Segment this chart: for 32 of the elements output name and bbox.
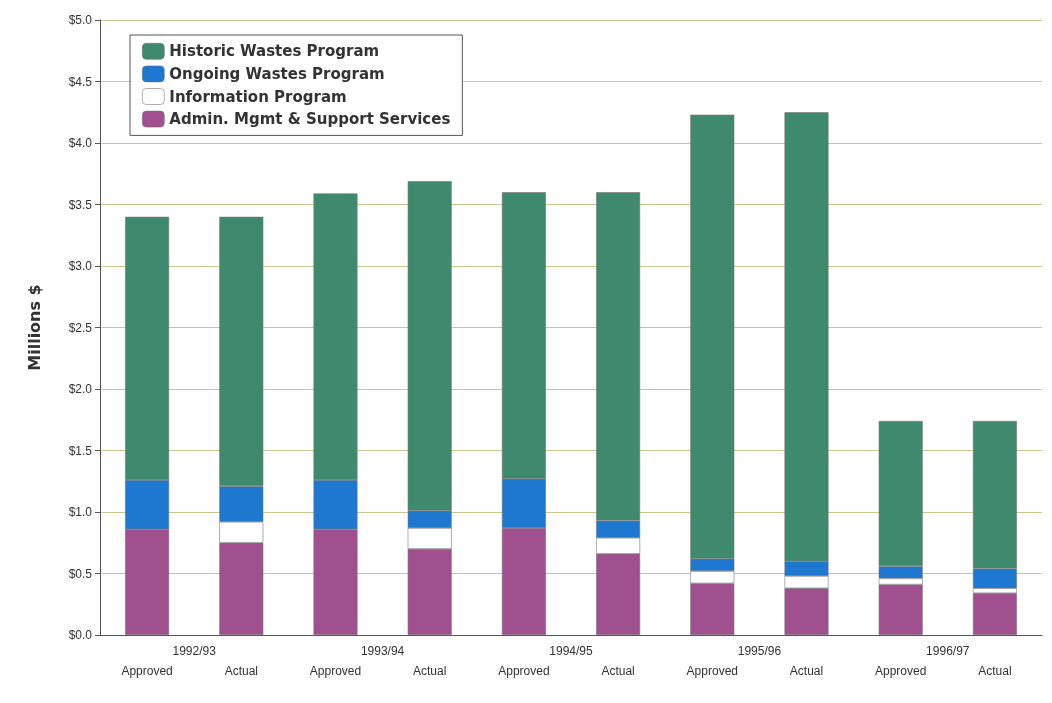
y-axis-title: Millions $ <box>24 284 44 371</box>
text: 1993/94 <box>360 644 405 658</box>
x-tick-label: Actual <box>601 664 635 678</box>
legend-label: Historic Wastes Program <box>169 42 380 61</box>
legend-label: Ongoing Wastes Program <box>169 64 385 83</box>
text: 1996/97 <box>926 644 970 658</box>
text: 1994/95 <box>549 644 594 658</box>
y-tick-label: $4.0 <box>68 136 93 150</box>
x-tick-label: Actual <box>224 664 258 678</box>
x-tick-label: Approved <box>309 664 362 678</box>
x-tick-label: Approved <box>121 664 173 678</box>
y-tick-label: $3.0 <box>68 259 93 273</box>
y-tick-label: $1.0 <box>68 505 93 519</box>
text: 1992/93 <box>172 644 217 658</box>
text: 1995/96 <box>737 644 782 658</box>
x-tick-label: Actual <box>413 664 447 678</box>
x-tick-label: Approved <box>686 664 738 678</box>
x-tick-label: Actual <box>978 664 1012 678</box>
y-tick-label: $5.0 <box>68 13 93 27</box>
y-tick-label: $2.5 <box>68 320 93 335</box>
y-tick-label: $0.5 <box>68 566 93 581</box>
legend-label: Information Program <box>169 87 347 106</box>
x-tick-label: Approved <box>498 664 550 678</box>
y-tick-label: $1.5 <box>68 443 93 458</box>
x-tick-label: Approved <box>875 664 927 678</box>
x-tick-label: Actual <box>789 664 824 678</box>
y-tick-label: $3.5 <box>68 197 93 212</box>
bar <box>972 593 1017 635</box>
y-tick-label: $4.5 <box>68 74 93 89</box>
y-tick-label: $0.0 <box>68 628 93 642</box>
y-tick-label: $2.0 <box>68 382 93 396</box>
legend-label: Admin. Mgmt & Support Services <box>169 110 451 129</box>
